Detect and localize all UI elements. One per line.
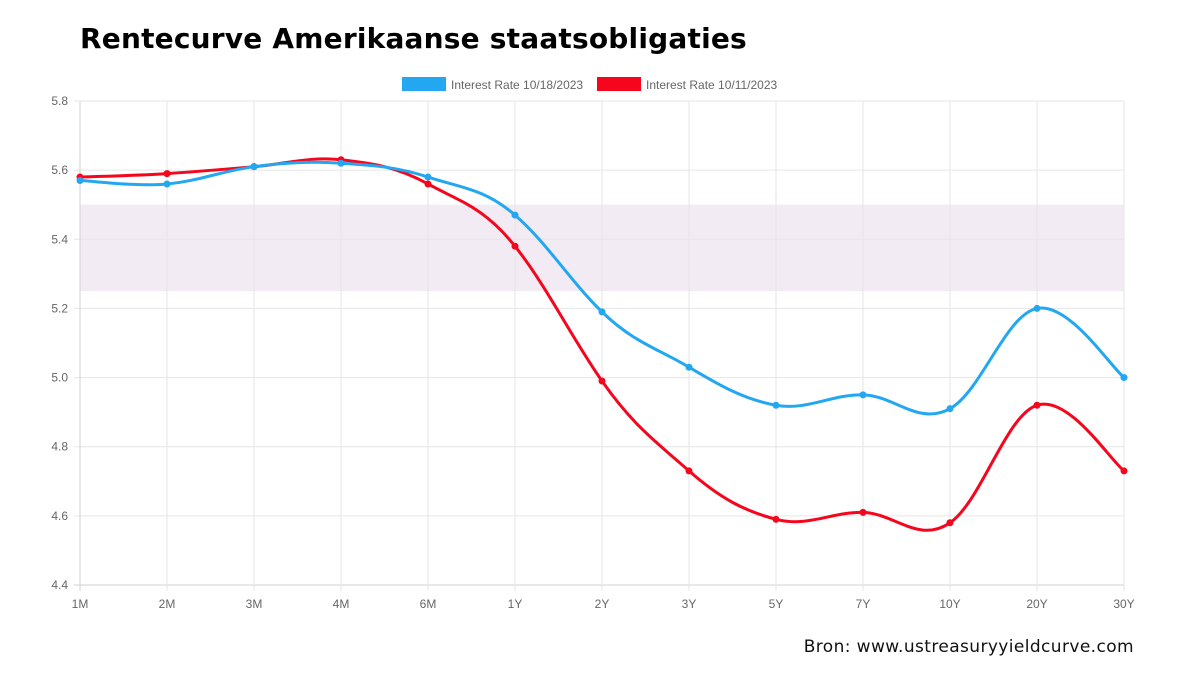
x-tick-label: 1M — [72, 597, 89, 611]
legend-label: Interest Rate 10/11/2023 — [646, 78, 778, 92]
data-point — [1120, 374, 1128, 382]
legend-swatch — [402, 77, 446, 91]
y-tick-label: 4.6 — [51, 509, 68, 523]
data-point — [163, 180, 171, 188]
data-point — [1033, 401, 1041, 409]
data-point — [685, 363, 693, 371]
data-point — [772, 515, 780, 523]
series-lines — [76, 156, 1128, 532]
x-tick-label: 4M — [333, 597, 350, 611]
data-point — [163, 170, 171, 178]
y-tick-label: 5.6 — [51, 163, 68, 177]
x-tick-label: 2Y — [595, 597, 610, 611]
data-point — [1033, 304, 1041, 312]
x-tick-label: 5Y — [769, 597, 784, 611]
x-tick-label: 10Y — [939, 597, 960, 611]
y-tick-label: 4.8 — [51, 440, 68, 454]
data-point — [337, 159, 345, 167]
data-point — [598, 308, 606, 316]
y-tick-label: 5.4 — [51, 232, 68, 246]
x-tick-label: 1Y — [508, 597, 523, 611]
data-point — [250, 163, 258, 171]
y-tick-label: 5.8 — [51, 94, 68, 108]
data-point — [598, 377, 606, 385]
y-tick-label: 5.0 — [51, 371, 68, 385]
source-credit: Bron: www.ustreasuryyieldcurve.com — [803, 637, 1134, 657]
y-tick-label: 5.2 — [51, 301, 68, 315]
data-point — [511, 242, 519, 250]
data-point — [946, 519, 954, 527]
x-tick-label: 3M — [246, 597, 263, 611]
data-point — [772, 401, 780, 409]
data-point — [685, 467, 693, 475]
x-tick-label: 7Y — [856, 597, 871, 611]
legend-label: Interest Rate 10/18/2023 — [451, 78, 583, 92]
data-point — [859, 508, 867, 516]
data-point — [511, 211, 519, 219]
y-tick-label: 4.4 — [51, 578, 68, 592]
x-tick-label: 20Y — [1026, 597, 1047, 611]
x-tick-label: 30Y — [1113, 597, 1134, 611]
chart-title: Rentecurve Amerikaanse staatsobligaties — [80, 22, 747, 55]
data-point — [424, 173, 432, 181]
x-tick-label: 3Y — [682, 597, 697, 611]
legend-swatch — [597, 77, 641, 91]
x-tick-label: 2M — [159, 597, 176, 611]
data-point — [424, 180, 432, 188]
data-point — [946, 405, 954, 413]
legend: Interest Rate 10/18/2023 Interest Rate 10… — [402, 77, 778, 92]
x-tick-label: 6M — [420, 597, 437, 611]
series-line — [79, 160, 1126, 416]
y-axis: 4.4 4.6 4.8 5.0 5.2 5.4 5.6 5.8 — [51, 94, 68, 592]
data-point — [76, 177, 84, 185]
data-point — [1120, 467, 1128, 475]
grid-lines — [74, 100, 1125, 591]
data-point — [859, 391, 867, 399]
x-axis: 1M 2M 3M 4M 6M 1Y 2Y 3Y 5Y 7Y 10Y 20Y 30Y — [72, 597, 1135, 611]
